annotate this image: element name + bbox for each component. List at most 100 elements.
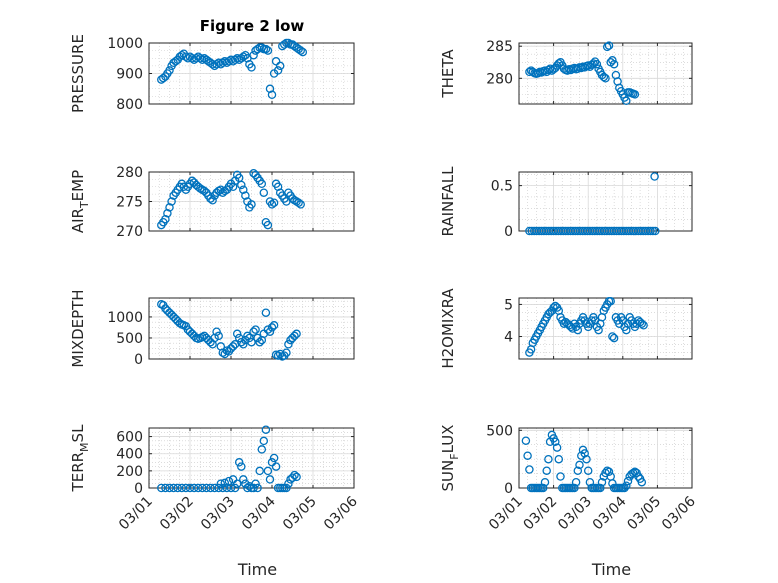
data-point [599, 72, 609, 82]
data-point [575, 460, 584, 470]
data-point [191, 54, 201, 63]
y-tick-label: 400 [116, 447, 143, 463]
y-axis-label-part: SUN [439, 460, 457, 492]
x-tick-label: 03/03 [555, 494, 595, 534]
y-axis-label: AIRTEMP [69, 170, 91, 233]
y-axis-label: H2OMIXRA [439, 288, 457, 369]
x-tick-label: 03/01 [486, 494, 526, 534]
y-tick-label: 0 [504, 224, 513, 240]
data-point [247, 337, 256, 347]
data-point [157, 483, 166, 493]
data-point [296, 200, 305, 209]
data-point [239, 340, 248, 349]
data-point [216, 479, 226, 488]
y-axis-label-subscript: M [78, 442, 91, 452]
data-point [161, 214, 170, 224]
data-point [212, 327, 221, 336]
y-tick-label: 500 [116, 331, 143, 347]
data-point [228, 342, 238, 351]
data-point [648, 226, 658, 236]
y-tick-label: 500 [486, 423, 513, 439]
data-point [288, 473, 297, 482]
y-tick-label: 280 [486, 71, 513, 87]
data-point [161, 483, 170, 493]
data-point [251, 325, 260, 334]
y-axis-label-subscript: T [78, 201, 91, 209]
series-markers [157, 300, 301, 361]
data-point [623, 476, 633, 486]
data-point [165, 66, 174, 75]
data-point [582, 454, 591, 464]
data-point [604, 467, 614, 477]
tick-marks [148, 171, 355, 232]
data-point [267, 90, 277, 100]
data-point [545, 64, 555, 73]
y-tick-label: 285 [486, 39, 513, 55]
data-point [269, 198, 279, 207]
data-point [525, 465, 534, 474]
data-point [259, 188, 269, 197]
data-point [292, 472, 301, 482]
data-point [165, 483, 174, 493]
data-point [290, 331, 299, 341]
axes-box [518, 427, 693, 489]
data-point [284, 340, 293, 349]
data-point [589, 59, 598, 68]
data-point [210, 483, 219, 493]
data-point [239, 475, 248, 484]
data-point [185, 483, 195, 493]
data-point [563, 66, 572, 75]
data-point [224, 57, 234, 66]
data-point [538, 483, 548, 493]
data-point [253, 483, 262, 493]
x-tick-label: 03/04 [590, 493, 630, 533]
axes-box [518, 42, 693, 105]
data-point [597, 477, 607, 487]
data-point [243, 483, 252, 493]
series-markers [525, 172, 660, 236]
data-point [251, 479, 260, 488]
data-point [230, 55, 240, 65]
data-point [267, 323, 277, 332]
series-markers [525, 296, 648, 357]
y-axis-label: MIXDEPTH [69, 289, 87, 367]
data-point [540, 477, 550, 487]
data-point [294, 198, 303, 207]
data-point [533, 68, 543, 78]
data-point [622, 481, 631, 490]
y-tick-label: 275 [116, 195, 143, 211]
data-point [257, 179, 267, 189]
data-point [583, 61, 593, 70]
data-point [651, 226, 660, 236]
subplot-theta: 280 285 THETA [439, 39, 693, 106]
data-point [214, 58, 223, 68]
y-tick-label: 4 [504, 330, 513, 346]
data-point [232, 479, 242, 488]
data-point [521, 436, 531, 445]
data-point [650, 172, 659, 181]
data-point [173, 483, 182, 493]
data-point [214, 331, 223, 341]
data-point [232, 54, 242, 63]
data-point [187, 54, 197, 63]
x-tick-label: 03/05 [624, 494, 664, 534]
y-axis-label-subscript: F [448, 453, 461, 459]
y-tick-label: 0.5 [491, 179, 513, 195]
data-point [273, 351, 283, 360]
data-point [646, 226, 655, 236]
data-point [601, 74, 610, 83]
data-point [208, 196, 217, 205]
data-point [296, 46, 305, 55]
data-point [261, 425, 271, 434]
axes-box [518, 297, 693, 360]
data-point [237, 337, 246, 347]
y-axis-label: SUNFLUX [439, 425, 461, 492]
data-point [218, 348, 228, 357]
data-point [596, 483, 605, 493]
data-point [193, 483, 203, 493]
data-point [265, 475, 275, 484]
y-tick-label: 1000 [107, 310, 143, 326]
data-point [249, 50, 258, 60]
data-point [232, 329, 242, 339]
